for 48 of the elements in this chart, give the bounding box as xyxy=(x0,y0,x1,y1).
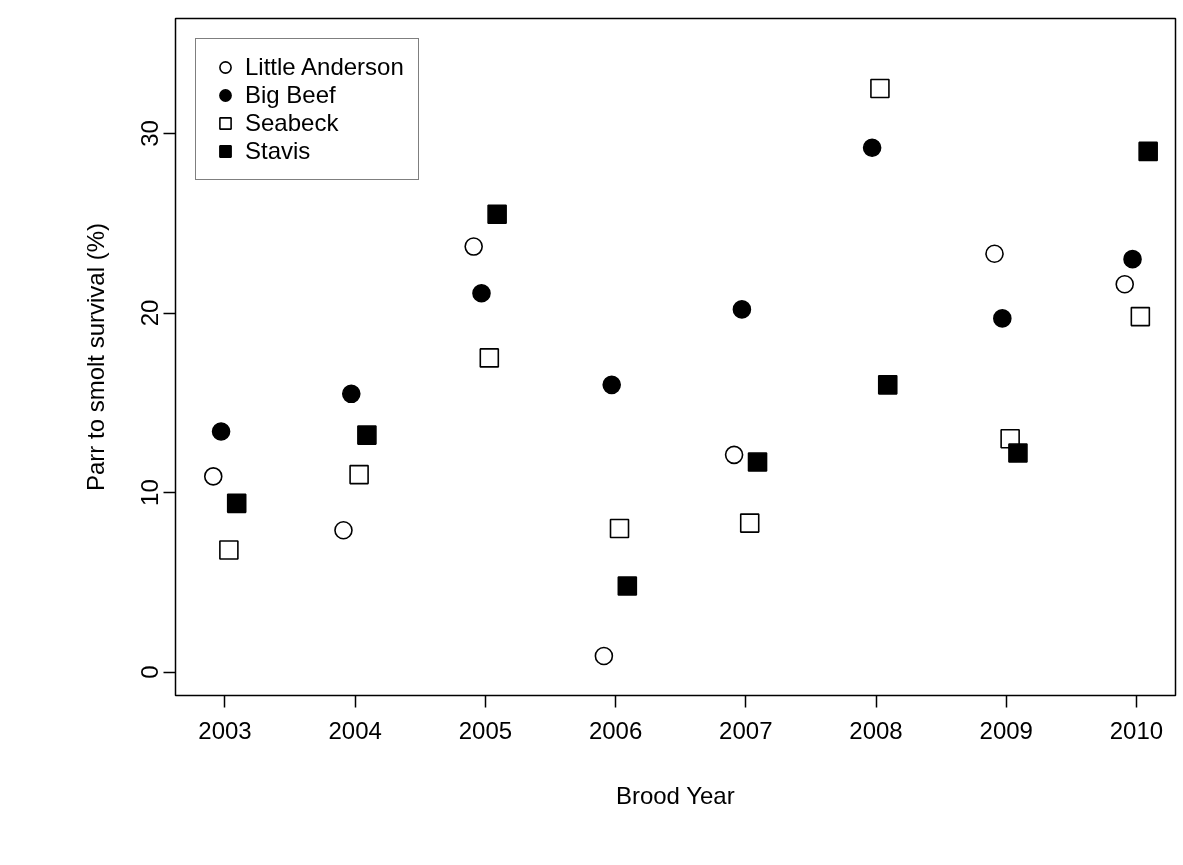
point xyxy=(747,452,768,472)
point xyxy=(862,138,882,158)
legend-label: Seabeck xyxy=(245,109,339,137)
point xyxy=(594,646,614,666)
point xyxy=(219,540,239,560)
point xyxy=(487,204,507,225)
x-tick-label: 2004 xyxy=(328,716,382,744)
point xyxy=(877,375,898,395)
point xyxy=(357,425,377,445)
point xyxy=(1123,249,1142,269)
point xyxy=(1130,306,1151,327)
x-tick-label: 2003 xyxy=(198,716,252,744)
point xyxy=(1115,274,1135,294)
y-tick-label: 20 xyxy=(136,299,164,327)
legend-label: Stavis xyxy=(245,137,311,165)
point xyxy=(464,237,483,256)
point xyxy=(1008,443,1028,463)
point xyxy=(349,464,369,485)
point xyxy=(226,493,247,514)
point xyxy=(732,300,752,319)
point xyxy=(341,384,361,404)
legend-label: Little Anderson xyxy=(245,53,404,81)
x-tick-label: 2007 xyxy=(719,716,773,744)
y-axis-title: Parr to smolt survival (%) xyxy=(81,222,109,492)
x-tick-label: 2009 xyxy=(979,716,1033,744)
point xyxy=(203,467,223,486)
point xyxy=(602,375,621,395)
point xyxy=(1138,141,1158,162)
point xyxy=(479,348,500,368)
x-tick-label: 2008 xyxy=(849,716,903,744)
point xyxy=(609,518,630,539)
legend-label: Big Beef xyxy=(245,81,336,109)
point xyxy=(211,422,231,441)
x-tick-label: 2010 xyxy=(1109,716,1164,744)
x-tick-label: 2005 xyxy=(458,716,513,744)
point xyxy=(617,576,638,596)
y-tick-label: 0 xyxy=(136,665,164,679)
point xyxy=(993,309,1012,328)
y-tick-label: 10 xyxy=(136,479,164,506)
y-tick-label: 30 xyxy=(136,120,164,147)
point xyxy=(739,513,760,533)
point xyxy=(724,445,744,465)
point xyxy=(985,244,1004,264)
x-axis-title: Brood Year xyxy=(615,781,735,809)
x-tick-label: 2006 xyxy=(588,716,643,744)
point xyxy=(472,283,491,303)
point xyxy=(870,78,890,99)
point xyxy=(334,521,353,540)
